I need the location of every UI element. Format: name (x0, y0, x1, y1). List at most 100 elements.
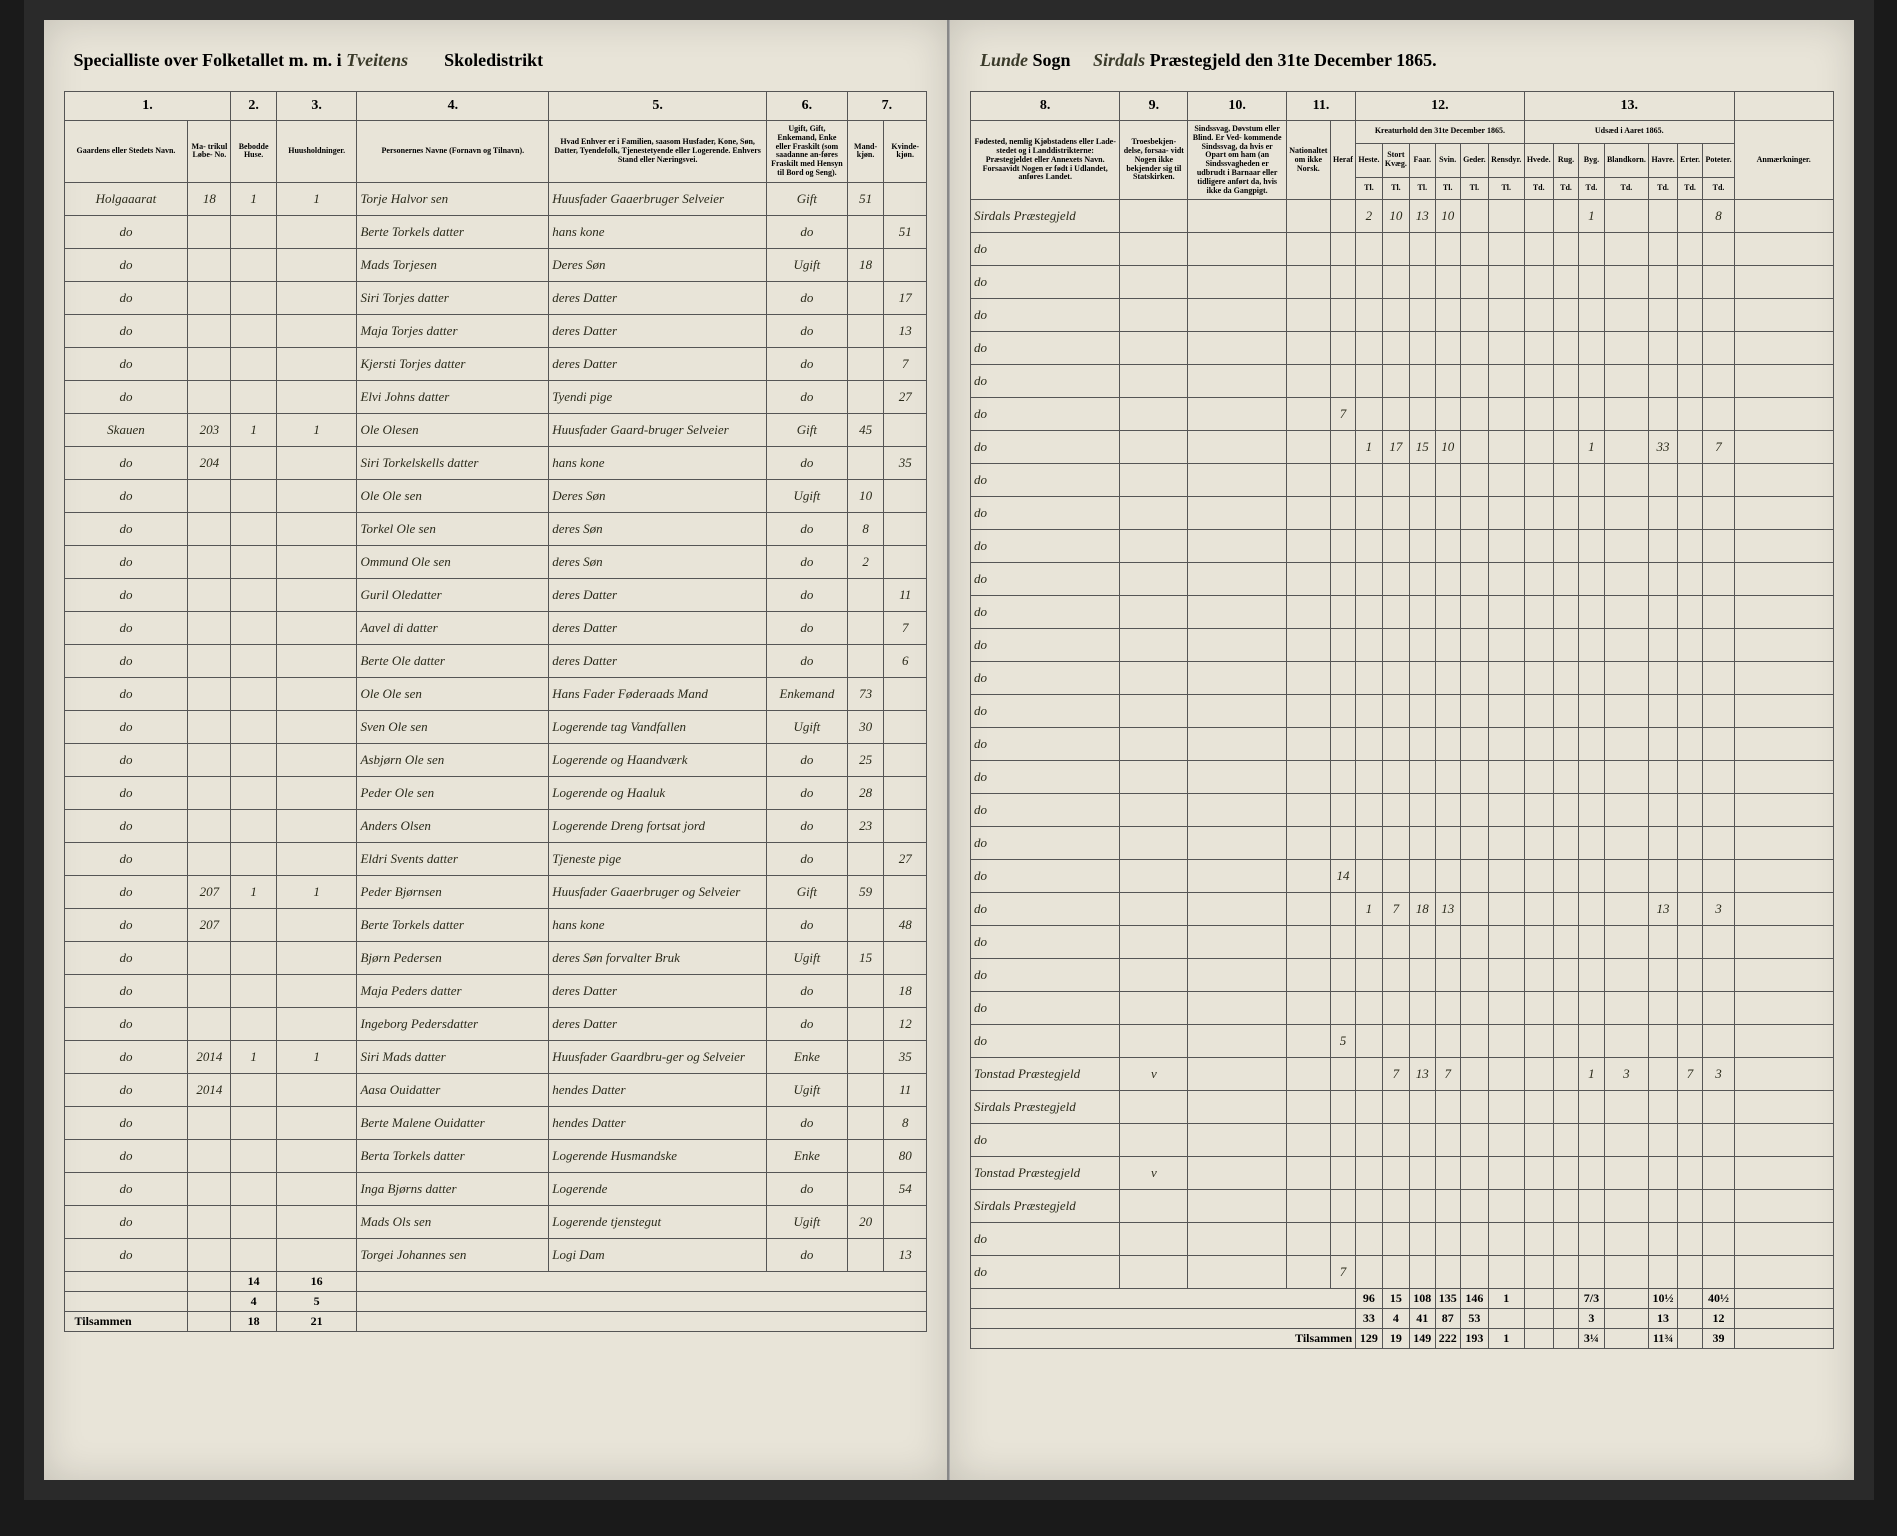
cell (1286, 398, 1330, 431)
cell (1356, 365, 1383, 398)
cell: 45 (847, 413, 884, 446)
cell: do (767, 1106, 848, 1139)
table-row: doMads Ols senLogerende tjenstegutUgift2… (64, 1205, 927, 1238)
sum-cell: 1 (1488, 1289, 1524, 1309)
cell (1382, 761, 1409, 794)
cell (188, 776, 231, 809)
cell: do (767, 1238, 848, 1271)
cell (1703, 761, 1735, 794)
cell (1286, 431, 1330, 464)
sum-cell: 87 (1435, 1309, 1460, 1329)
cell: Torgei Johannes sen (357, 1238, 549, 1271)
cell (188, 974, 231, 1007)
cell (1524, 695, 1553, 728)
header-row-right: Fødested, nemlig Kjøbstadens eller Lade-… (971, 121, 1834, 144)
cell (1553, 1157, 1578, 1190)
cell: do (767, 347, 848, 380)
cell (1330, 926, 1355, 959)
cell (188, 710, 231, 743)
h-c7b: Mand- kjøn. (847, 121, 884, 183)
cell (1524, 332, 1553, 365)
cell (1435, 959, 1460, 992)
cell (188, 248, 231, 281)
cell (1286, 464, 1330, 497)
cell (1579, 926, 1604, 959)
cell: do (64, 248, 188, 281)
rh-c14: Anmærkninger. (1734, 121, 1833, 200)
sum-cell (1604, 1309, 1649, 1329)
cell (1649, 761, 1678, 794)
rsum-row-total: Tilsammen1291914922219313¼11¾39 (971, 1329, 1834, 1349)
cell (1410, 1124, 1435, 1157)
cell (1356, 926, 1383, 959)
cell (231, 710, 276, 743)
cell: deres Søn (549, 545, 767, 578)
cell: 1 (1579, 1058, 1604, 1091)
cell (276, 908, 357, 941)
cell (1734, 926, 1833, 959)
cell (1649, 959, 1678, 992)
cell (1734, 365, 1833, 398)
cell (1488, 563, 1524, 596)
cell (1649, 827, 1678, 860)
cell (1677, 431, 1702, 464)
cell (1649, 365, 1678, 398)
cell (1286, 1058, 1330, 1091)
cell: do (64, 875, 188, 908)
cell: 1 (231, 1040, 276, 1073)
cell (1330, 299, 1355, 332)
cell (1524, 398, 1553, 431)
cell (884, 809, 927, 842)
cell (1677, 1190, 1702, 1223)
cell (1286, 497, 1330, 530)
cell (1330, 596, 1355, 629)
cell (1460, 398, 1488, 431)
cell (276, 545, 357, 578)
cell (1330, 530, 1355, 563)
cell (1382, 497, 1409, 530)
cell (1120, 1223, 1188, 1256)
cell: Ugift (767, 248, 848, 281)
cell (1579, 266, 1604, 299)
cell (1734, 1058, 1833, 1091)
cell (1524, 761, 1553, 794)
cell (276, 446, 357, 479)
cell: Deres Søn (549, 479, 767, 512)
cell: do (971, 860, 1120, 893)
cell (1382, 464, 1409, 497)
cell: 18 (884, 974, 927, 1007)
cell (1488, 365, 1524, 398)
cell (1703, 464, 1735, 497)
cell (231, 314, 276, 347)
cell (188, 611, 231, 644)
header-district: Tveitens (346, 50, 408, 70)
total-label: Tilsammen (64, 1311, 188, 1331)
cell (1410, 596, 1435, 629)
cell (1188, 728, 1287, 761)
cell: 207 (188, 908, 231, 941)
table-row: doMaja Peders datterderes Datterdo18 (64, 974, 927, 1007)
cell (1188, 860, 1287, 893)
cell (1188, 1157, 1287, 1190)
cell (1120, 629, 1188, 662)
table-row: doKjersti Torjes datterderes Datterdo7 (64, 347, 927, 380)
cell (1356, 860, 1383, 893)
table-row: do7 (971, 398, 1834, 431)
cell (1524, 200, 1553, 233)
cell (1524, 893, 1553, 926)
cell: Inga Bjørns datter (357, 1172, 549, 1205)
cell (1734, 398, 1833, 431)
cell: 2014 (188, 1040, 231, 1073)
cell: deres Datter (549, 347, 767, 380)
cell (1604, 431, 1649, 464)
cell: Mads Ols sen (357, 1205, 549, 1238)
cell (1649, 497, 1678, 530)
cell: do (971, 761, 1120, 794)
cell (1604, 761, 1649, 794)
cell: Ugift (767, 1205, 848, 1238)
cell (188, 1106, 231, 1139)
rh-c13: Udsæd i Aaret 1865. (1524, 121, 1734, 144)
cell (1488, 827, 1524, 860)
cell (1460, 497, 1488, 530)
header-row-left: Gaardens eller Stedets Navn. Ma- trikul … (64, 121, 927, 183)
